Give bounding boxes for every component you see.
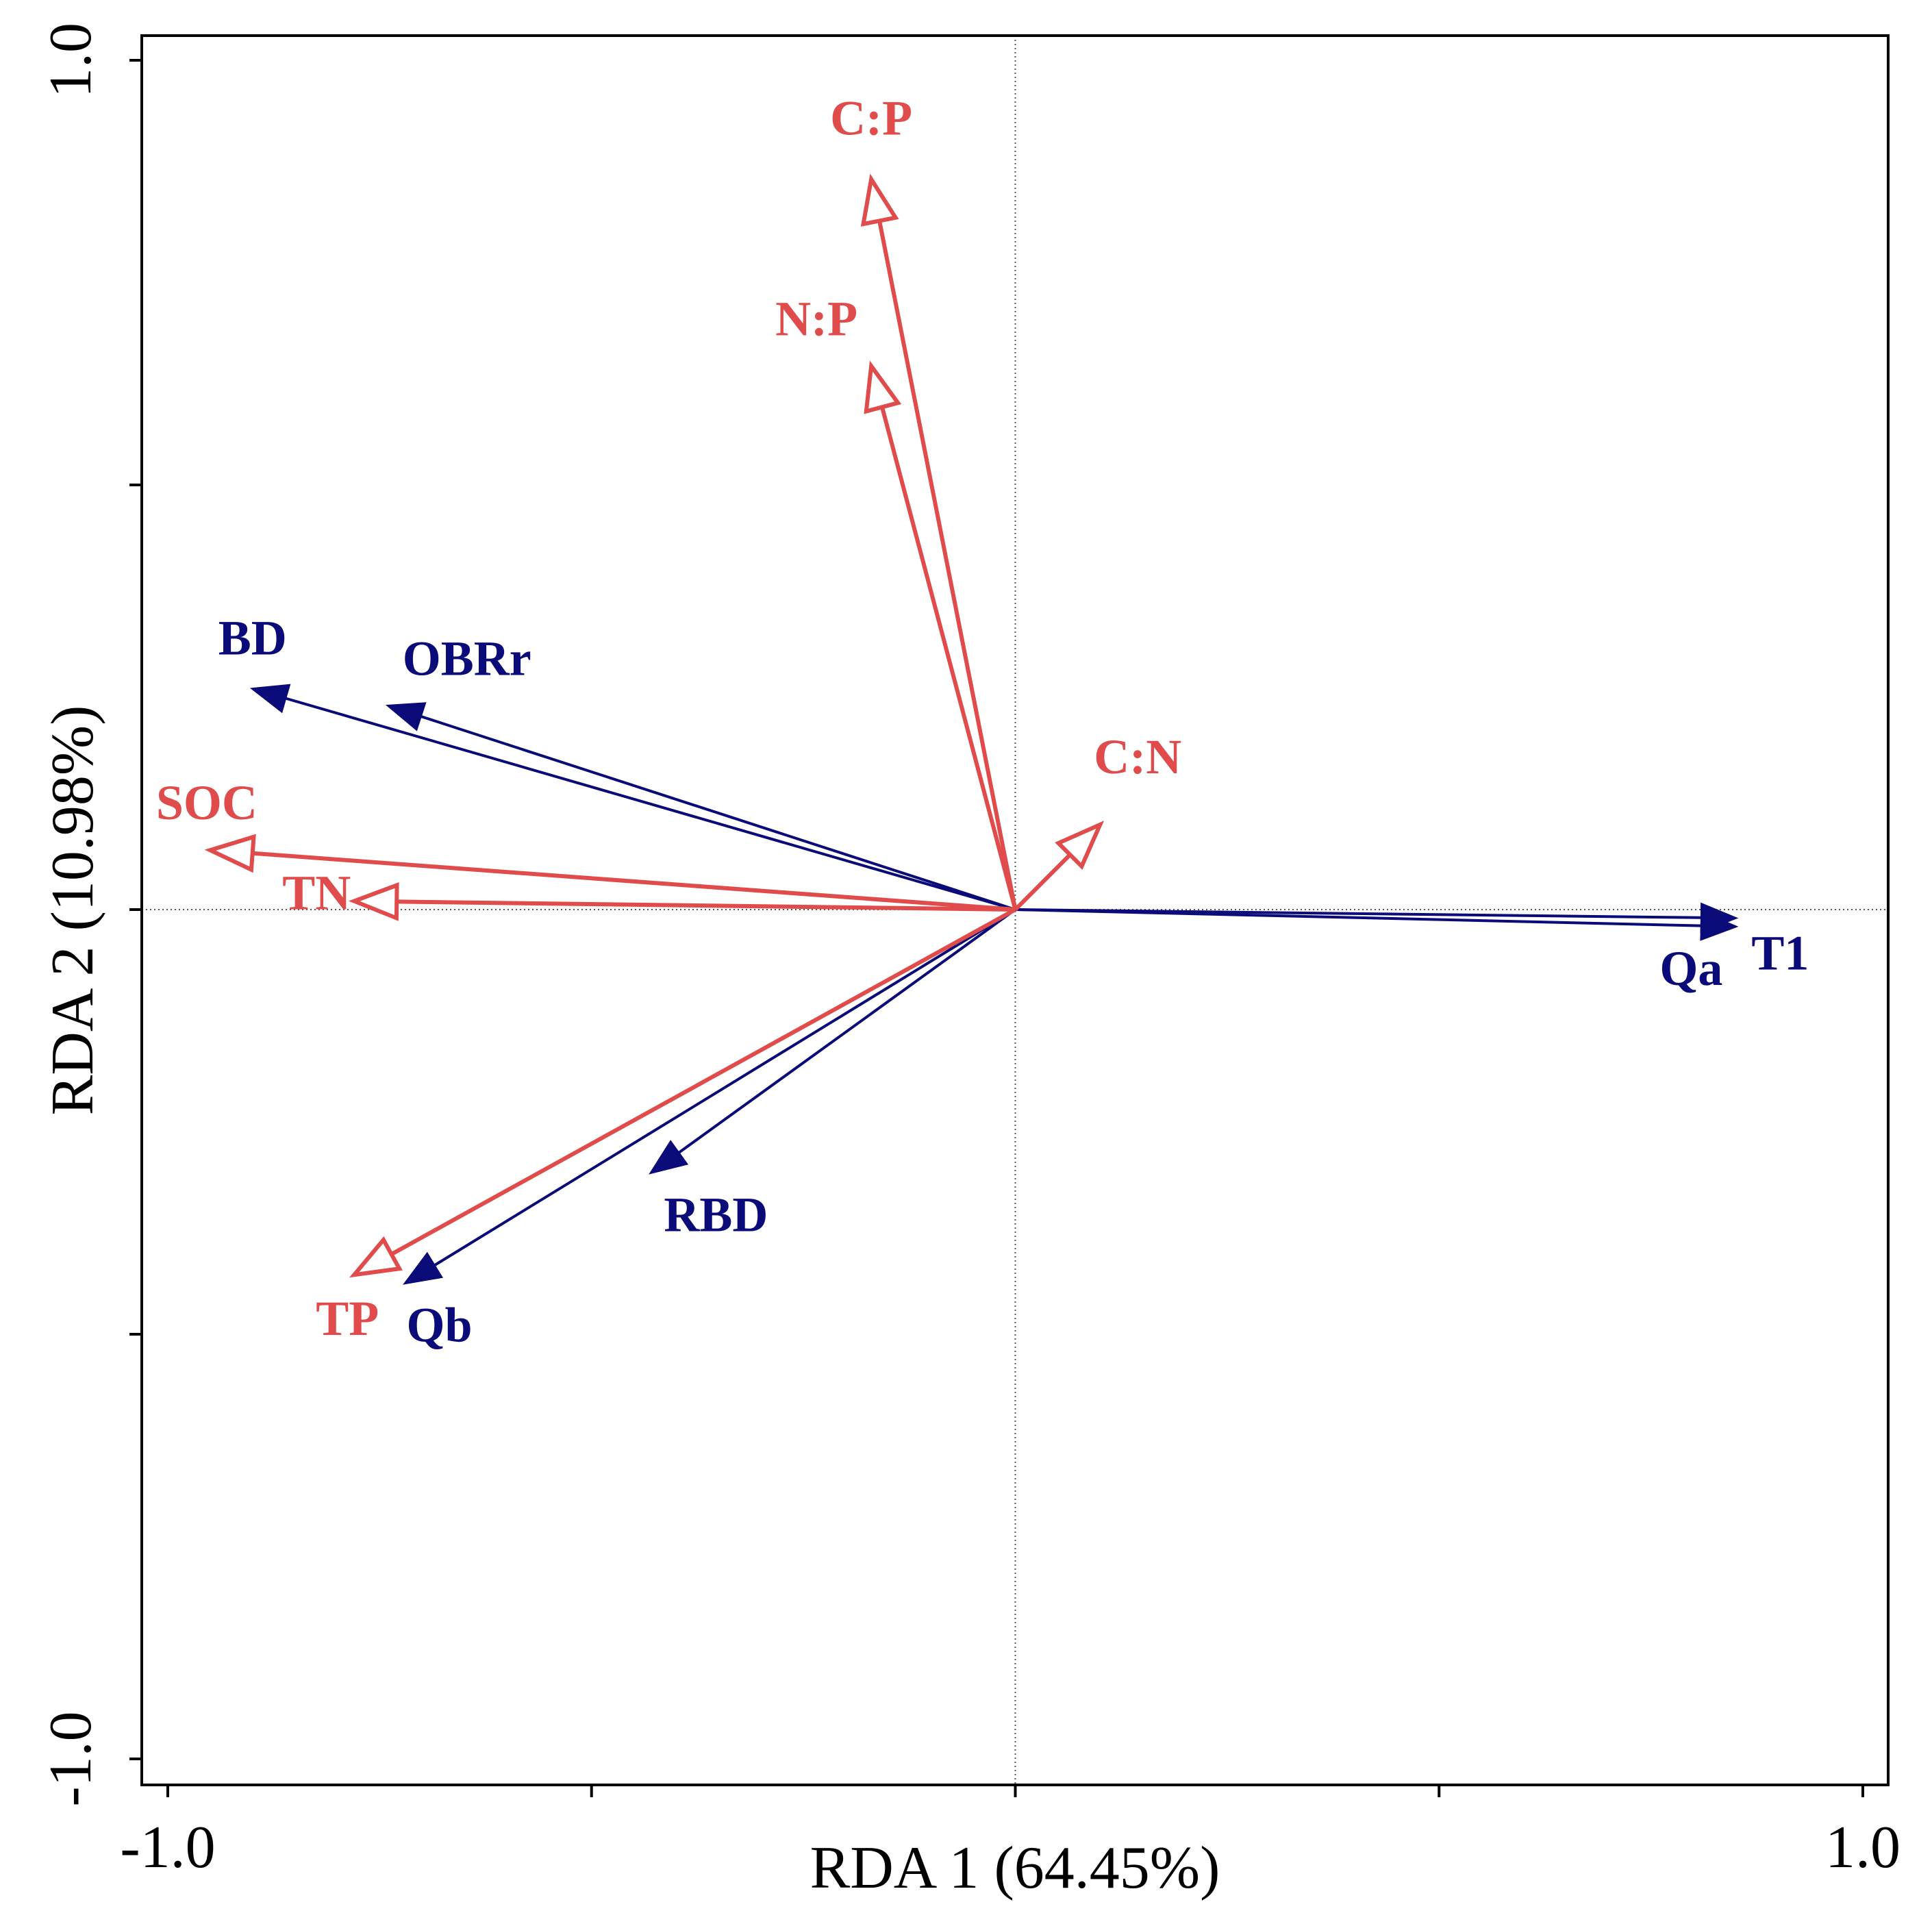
- vector-label-c-n: C:N: [1094, 729, 1181, 784]
- vector-shaft-soc: [252, 851, 1016, 912]
- vector-n-p: [864, 360, 1018, 910]
- x-axis-title: RDA 1 (64.45%): [810, 1835, 1220, 1901]
- vector-head-tp: [349, 1236, 403, 1278]
- vector-head-n-p: [864, 360, 902, 414]
- vector-label-soc: SOC: [156, 775, 258, 830]
- y-tick-label: 1.0: [38, 23, 104, 98]
- vector-c-p: [860, 173, 1018, 910]
- vector-head-c-p: [860, 173, 899, 227]
- vector-rbd: [649, 908, 1016, 1175]
- vector-shaft-rbd: [677, 908, 1016, 1154]
- vector-label-bd: BD: [218, 611, 287, 666]
- vector-label-n-p: N:P: [775, 291, 857, 346]
- vector-head-obrr: [385, 702, 427, 732]
- vector-head-bd: [249, 684, 291, 714]
- vector-label-t1: T1: [1751, 925, 1809, 980]
- zero-lines: [142, 36, 1888, 1785]
- y-tick-label: -1.0: [38, 1711, 104, 1806]
- vector-shaft-tn: [397, 899, 1016, 912]
- x-tick-label: -1.0: [120, 1814, 215, 1881]
- vector-head-tn: [348, 882, 399, 921]
- vector-tn: [348, 882, 1016, 921]
- vector-shaft-bd: [285, 697, 1016, 911]
- vector-shaft-qa: [1015, 908, 1702, 927]
- vector-label-rbd: RBD: [664, 1187, 768, 1242]
- vector-head-rbd: [649, 1140, 689, 1175]
- vectors: [204, 173, 1739, 1285]
- vector-c-n: [1014, 821, 1105, 912]
- vector-label-tn: TN: [282, 866, 351, 921]
- vector-shaft-tp: [390, 908, 1016, 1256]
- vector-shaft-obrr: [420, 714, 1016, 911]
- axis-ticks: [129, 59, 1864, 1797]
- vector-head-c-n: [1055, 821, 1105, 871]
- vector-labels: BD OBRr T1 Qa RBD Qb C:P N:P C:N SOC TN TP: [156, 91, 1809, 1353]
- vector-qa: [1015, 908, 1739, 941]
- vector-shaft-c-n: [1014, 853, 1072, 912]
- vector-label-qb: Qb: [406, 1298, 472, 1353]
- vector-soc: [204, 834, 1016, 912]
- vector-shaft-qb: [434, 908, 1016, 1267]
- vector-label-obrr: OBRr: [403, 631, 531, 686]
- vector-head-qa: [1700, 910, 1739, 941]
- vector-head-qb: [403, 1251, 444, 1285]
- vector-tp: [349, 908, 1016, 1278]
- vector-label-c-p: C:P: [830, 91, 912, 146]
- vector-qb: [403, 908, 1016, 1285]
- vector-obrr: [385, 702, 1016, 911]
- vector-label-tp: TP: [316, 1291, 379, 1346]
- x-tick-label: 1.0: [1825, 1814, 1900, 1881]
- tick-labels: -1.0 1.0 -1.0 1.0: [38, 23, 1900, 1881]
- vector-shaft-n-p: [880, 406, 1018, 910]
- vector-bd: [249, 684, 1016, 911]
- plot-frame: [140, 34, 1890, 1786]
- vector-shaft-c-p: [877, 220, 1018, 910]
- vector-head-soc: [204, 834, 256, 873]
- vector-label-qa: Qa: [1659, 941, 1722, 996]
- y-axis-title: RDA 2 (10.98%): [40, 705, 106, 1116]
